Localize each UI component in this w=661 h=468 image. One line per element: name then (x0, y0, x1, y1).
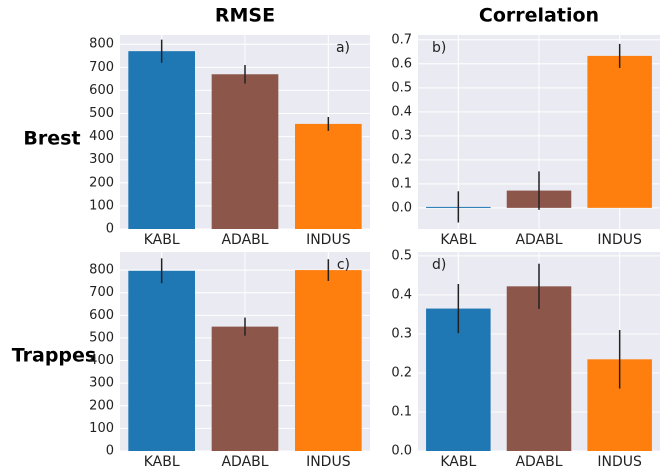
bar (128, 270, 195, 451)
bar (211, 74, 279, 229)
row-label: Trappes (12, 345, 96, 367)
y-tick-label: 400 (89, 129, 114, 144)
panel-label: c) (337, 257, 350, 273)
bar (211, 326, 279, 451)
y-tick-label: 800 (89, 263, 114, 278)
y-tick-label: 400 (89, 353, 114, 368)
x-tick-label: INDUS (306, 454, 351, 468)
y-tick-label: 0.5 (391, 248, 412, 263)
y-tick-label: 0.4 (391, 287, 412, 302)
y-tick-label: 0.5 (391, 80, 412, 95)
y-tick-label: 0.7 (391, 32, 412, 47)
x-tick-label: ADABL (515, 232, 562, 248)
y-tick-label: 100 (89, 198, 114, 213)
y-tick-label: 0.6 (391, 56, 412, 71)
x-tick-label: INDUS (597, 232, 642, 248)
y-tick-label: 0.2 (391, 365, 412, 380)
y-tick-label: 0 (106, 444, 114, 459)
y-tick-label: 600 (89, 83, 114, 98)
y-tick-label: 0.0 (391, 200, 412, 215)
y-tick-label: 600 (89, 308, 114, 323)
y-tick-label: 500 (89, 330, 114, 345)
y-tick-label: 500 (89, 106, 114, 121)
y-tick-label: 100 (89, 421, 114, 436)
y-tick-label: 300 (89, 376, 114, 391)
x-tick-label: KABL (144, 454, 180, 468)
y-tick-label: 0.0 (391, 444, 412, 459)
bar (506, 286, 572, 451)
y-tick-label: 0.1 (391, 404, 412, 419)
y-tick-label: 0.1 (391, 176, 412, 191)
x-tick-label: INDUS (306, 232, 351, 248)
x-tick-label: KABL (440, 232, 476, 248)
bar (587, 55, 652, 208)
x-tick-label: ADABL (515, 454, 562, 468)
column-title: RMSE (215, 5, 275, 27)
panel-label: b) (432, 40, 446, 56)
x-tick-label: KABL (440, 454, 476, 468)
y-tick-label: 0.2 (391, 152, 412, 167)
row-label: Brest (23, 128, 80, 150)
panel-label: a) (336, 40, 350, 56)
y-tick-label: 0 (106, 222, 114, 237)
y-tick-label: 200 (89, 175, 114, 190)
x-tick-label: KABL (144, 232, 180, 248)
y-tick-label: 0.3 (391, 326, 412, 341)
y-tick-label: 700 (89, 285, 114, 300)
y-tick-label: 0.3 (391, 128, 412, 143)
y-tick-label: 0.4 (391, 104, 412, 119)
bar (295, 123, 362, 229)
y-tick-label: 700 (89, 60, 114, 75)
y-tick-label: 200 (89, 398, 114, 413)
y-tick-label: 800 (89, 37, 114, 52)
bar (295, 270, 362, 451)
bar (128, 51, 195, 229)
y-tick-label: 300 (89, 152, 114, 167)
column-title: Correlation (479, 5, 599, 27)
x-tick-label: ADABL (221, 454, 268, 468)
panel-label: d) (432, 257, 446, 273)
x-tick-label: INDUS (597, 454, 642, 468)
x-tick-label: ADABL (221, 232, 268, 248)
